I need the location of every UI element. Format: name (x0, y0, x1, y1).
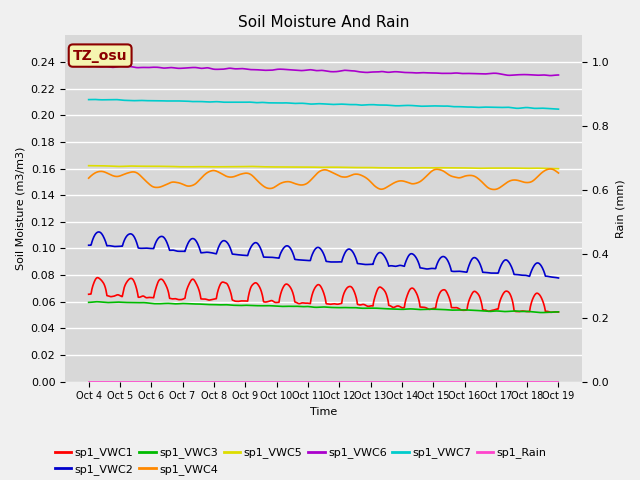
Y-axis label: Soil Moisture (m3/m3): Soil Moisture (m3/m3) (15, 147, 25, 270)
sp1_VWC7 (499, 105, 507, 110)
sp1_VWC6 (555, 72, 563, 78)
sp1_VWC5 (499, 165, 506, 171)
sp1_VWC2 (396, 263, 404, 268)
sp1_VWC7 (555, 106, 563, 112)
sp1_VWC6 (90, 63, 97, 69)
sp1_VWC7 (91, 96, 99, 102)
sp1_VWC5 (189, 164, 197, 169)
sp1_VWC6 (396, 69, 404, 75)
Line: sp1_VWC5: sp1_VWC5 (89, 166, 559, 168)
sp1_VWC6 (189, 65, 197, 71)
sp1_VWC3 (93, 299, 100, 305)
sp1_Rain (178, 379, 186, 384)
sp1_VWC6 (242, 66, 250, 72)
sp1_VWC3 (555, 309, 563, 315)
sp1_VWC1 (93, 275, 101, 280)
sp1_VWC7 (189, 99, 197, 105)
Line: sp1_VWC3: sp1_VWC3 (89, 302, 559, 312)
sp1_VWC7 (458, 104, 465, 109)
sp1_VWC5 (178, 164, 186, 169)
sp1_VWC4 (189, 182, 197, 188)
sp1_VWC3 (458, 307, 465, 313)
sp1_VWC2 (178, 248, 186, 254)
sp1_Rain (458, 379, 465, 384)
sp1_VWC6 (85, 63, 93, 69)
sp1_VWC1 (178, 297, 186, 302)
sp1_VWC5 (242, 164, 250, 169)
sp1_VWC4 (499, 182, 507, 188)
sp1_Rain (555, 379, 563, 384)
sp1_VWC3 (396, 306, 404, 312)
Line: sp1_VWC1: sp1_VWC1 (89, 277, 559, 312)
sp1_VWC1 (458, 307, 465, 313)
Title: Soil Moisture And Rain: Soil Moisture And Rain (238, 15, 409, 30)
Line: sp1_VWC6: sp1_VWC6 (89, 66, 559, 75)
sp1_Rain (499, 379, 506, 384)
sp1_VWC6 (178, 65, 186, 71)
sp1_Rain (242, 379, 250, 384)
sp1_VWC4 (458, 175, 465, 180)
sp1_VWC3 (189, 301, 197, 307)
sp1_VWC1 (547, 310, 555, 315)
sp1_Rain (396, 379, 404, 384)
sp1_VWC3 (499, 309, 507, 314)
sp1_VWC2 (499, 259, 507, 265)
sp1_VWC1 (555, 309, 563, 315)
X-axis label: Time: Time (310, 407, 337, 417)
sp1_Rain (85, 379, 93, 384)
sp1_VWC5 (555, 166, 563, 171)
sp1_VWC6 (499, 72, 507, 77)
Line: sp1_VWC2: sp1_VWC2 (89, 232, 559, 278)
sp1_VWC3 (538, 310, 546, 315)
sp1_VWC4 (178, 181, 186, 187)
Line: sp1_VWC4: sp1_VWC4 (89, 169, 559, 190)
sp1_VWC2 (242, 252, 250, 258)
sp1_VWC7 (85, 97, 93, 103)
sp1_VWC7 (396, 103, 404, 108)
Y-axis label: Rain (mm): Rain (mm) (615, 179, 625, 238)
sp1_VWC6 (458, 71, 465, 76)
sp1_VWC3 (178, 300, 186, 306)
sp1_VWC4 (242, 170, 250, 176)
sp1_VWC4 (555, 170, 563, 176)
sp1_VWC4 (547, 166, 554, 172)
sp1_VWC1 (396, 304, 404, 310)
sp1_VWC2 (95, 229, 102, 235)
sp1_VWC1 (499, 291, 507, 297)
sp1_VWC5 (396, 165, 404, 171)
sp1_VWC5 (85, 163, 93, 168)
sp1_VWC5 (458, 165, 465, 171)
sp1_VWC4 (85, 175, 93, 181)
sp1_VWC7 (242, 99, 250, 105)
sp1_VWC3 (85, 300, 93, 305)
sp1_VWC4 (490, 187, 498, 192)
sp1_VWC2 (85, 242, 93, 248)
sp1_VWC3 (242, 302, 250, 308)
sp1_VWC2 (189, 236, 197, 241)
Legend: sp1_VWC1, sp1_VWC2, sp1_VWC3, sp1_VWC4, sp1_VWC5, sp1_VWC6, sp1_VWC7, sp1_Rain: sp1_VWC1, sp1_VWC2, sp1_VWC3, sp1_VWC4, … (51, 443, 551, 479)
sp1_VWC6 (547, 72, 554, 78)
sp1_VWC2 (458, 269, 465, 275)
sp1_VWC1 (85, 291, 93, 297)
sp1_VWC4 (396, 178, 404, 184)
sp1_VWC2 (555, 275, 563, 281)
Line: sp1_VWC7: sp1_VWC7 (89, 99, 559, 109)
Text: TZ_osu: TZ_osu (73, 48, 127, 62)
sp1_VWC1 (242, 298, 250, 304)
sp1_Rain (189, 379, 197, 384)
sp1_VWC1 (189, 276, 197, 282)
sp1_VWC7 (178, 98, 186, 104)
